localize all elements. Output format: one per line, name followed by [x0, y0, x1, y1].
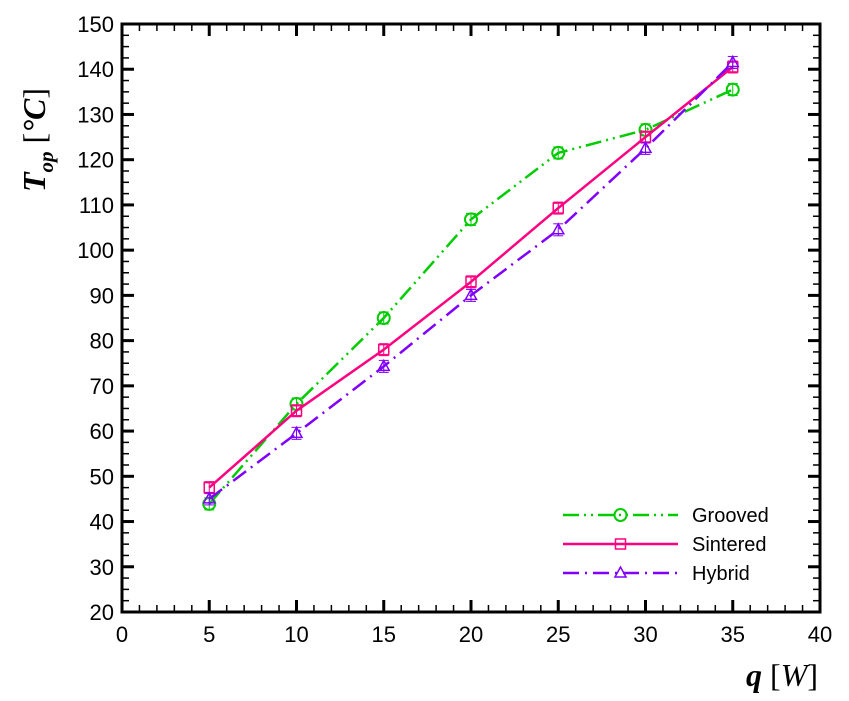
y-axis-bracket-open: [ [16, 133, 52, 152]
x-axis-title: q [W] [746, 657, 818, 693]
y-axis-tick-labels: 20 30 40 50 60 70 80 90 100 110 120 130 140 150 [77, 12, 114, 625]
y-tick-label: 80 [90, 329, 114, 354]
x-tick-label: 10 [284, 622, 308, 647]
x-axis-bracket-close: ] [807, 657, 818, 693]
legend-item-hybrid: Hybrid [563, 563, 750, 585]
legend-label: Grooved [692, 505, 769, 527]
legend-item-grooved: Grooved [563, 505, 769, 527]
x-axis-unit: W [781, 657, 811, 693]
series-hybrid [202, 54, 740, 506]
x-axis-tick-labels: 0 5 10 15 20 25 30 35 40 [116, 622, 832, 647]
x-tick-label: 25 [546, 622, 570, 647]
legend: Grooved Sintered Hybrid [563, 505, 769, 585]
x-tick-label: 40 [808, 622, 832, 647]
y-axis-unit: °C [16, 98, 52, 133]
y-axis-title: Top [°C] [16, 88, 58, 192]
x-tick-label: 5 [203, 622, 215, 647]
x-axis-var: q [746, 657, 762, 693]
x-tick-label: 30 [633, 622, 657, 647]
y-tick-label: 30 [90, 555, 114, 580]
x-axis-bracket-open: [ [762, 657, 781, 693]
series-layer [202, 54, 740, 511]
y-tick-label: 40 [90, 510, 114, 535]
y-tick-label: 130 [77, 102, 114, 127]
legend-item-sintered: Sintered [563, 534, 767, 556]
series-sintered [203, 60, 739, 495]
y-tick-label: 120 [77, 148, 114, 173]
x-tick-label: 15 [372, 622, 396, 647]
legend-marker-circle-icon [613, 508, 628, 522]
y-tick-label: 110 [79, 193, 114, 218]
y-axis-bracket-close: ] [16, 88, 52, 99]
y-tick-label: 20 [90, 600, 114, 625]
x-tick-label: 35 [721, 622, 745, 647]
y-tick-label: 150 [77, 12, 114, 37]
y-axis-subscript: op [34, 151, 58, 172]
y-axis-var: T [16, 171, 52, 192]
y-tick-label: 140 [77, 57, 114, 82]
legend-label: Hybrid [692, 563, 750, 585]
y-tick-label: 90 [90, 283, 114, 308]
legend-label: Sintered [692, 534, 767, 556]
y-tick-label: 50 [90, 464, 114, 489]
axis-ticks [120, 22, 822, 614]
y-tick-label: 100 [77, 238, 114, 263]
x-tick-label: 0 [116, 622, 128, 647]
y-tick-label: 70 [90, 374, 114, 399]
y-tick-label: 60 [90, 419, 114, 444]
legend-marker-square-icon [614, 538, 627, 550]
legend-marker-triangle-icon [613, 565, 628, 578]
x-tick-label: 20 [459, 622, 483, 647]
